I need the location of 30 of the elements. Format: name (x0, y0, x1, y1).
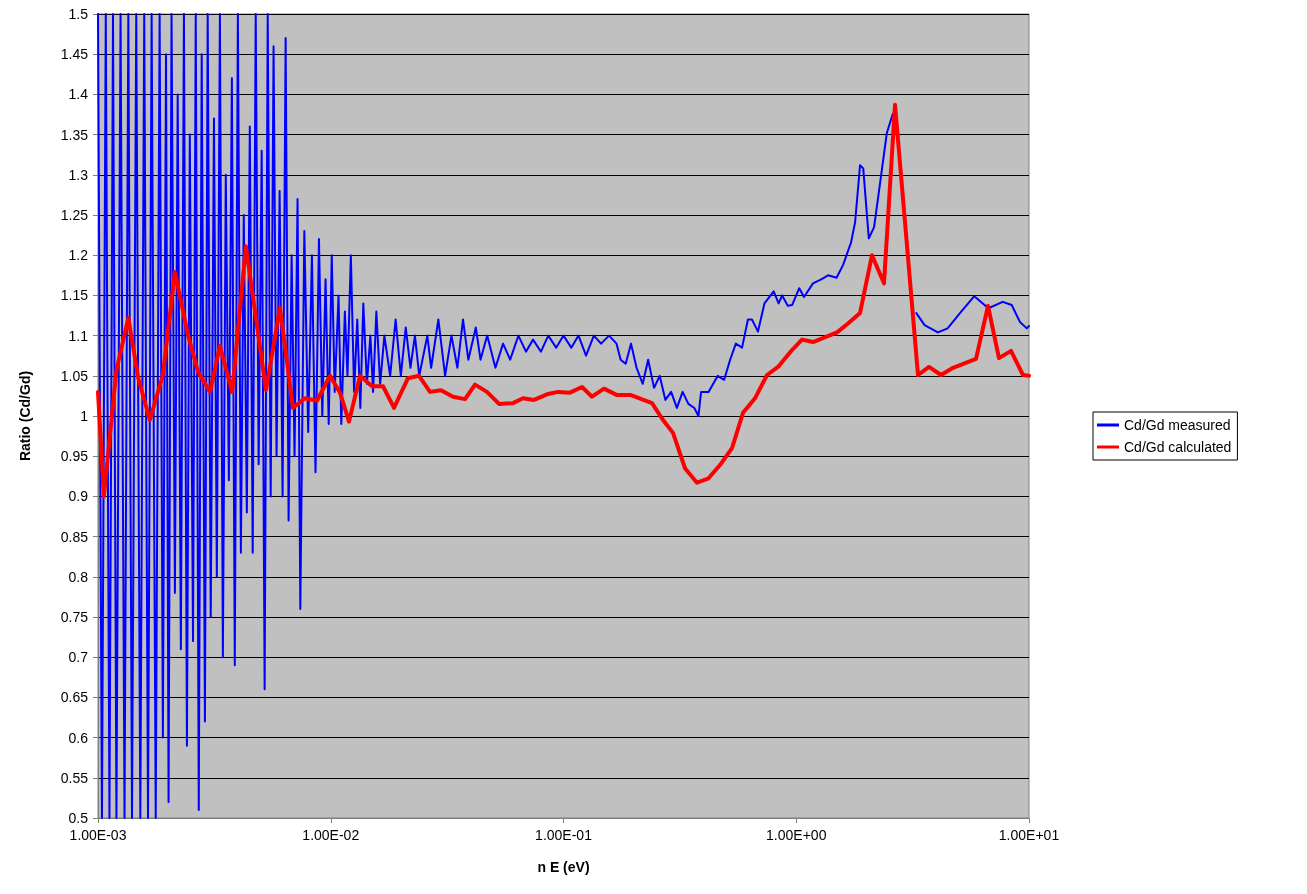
legend-label: Cd/Gd calculated (1124, 439, 1232, 455)
x-tick-label: 1.00E-02 (302, 827, 360, 843)
y-tick-label: 1.2 (68, 247, 89, 264)
y-tick-label: 1.4 (68, 86, 89, 103)
y-tick-label: 0.6 (68, 729, 89, 746)
y-tick-label: 1.3 (68, 166, 89, 183)
x-tick-label: 1.00E-03 (69, 827, 127, 843)
y-tick-label: 1.35 (60, 126, 89, 143)
y-tick-label: 0.5 (68, 810, 89, 826)
y-tick-label: 0.65 (60, 689, 89, 706)
y-tick-label: 1.45 (60, 46, 89, 63)
y-tick-label: 0.75 (60, 609, 89, 625)
x-axis-title: n E (eV) (537, 859, 590, 875)
legend-label: Cd/Gd measured (1124, 417, 1231, 433)
y-tick-label: 1.15 (60, 287, 89, 304)
y-axis-title: Ratio (Cd/Gd) (17, 370, 33, 462)
y-tick-label: 0.7 (68, 649, 89, 666)
y-tick-label: 1.05 (60, 367, 89, 384)
x-tick-label: 1.00E+00 (766, 827, 827, 843)
x-tick-label: 1.00E+01 (998, 827, 1060, 843)
y-tick-label: 0.8 (68, 568, 89, 585)
x-tick-label: 1.00E-01 (535, 827, 593, 843)
y-tick-label: 0.55 (60, 769, 89, 786)
y-tick-label: 1.5 (68, 6, 89, 22)
y-tick-label: 1.1 (68, 327, 89, 344)
y-tick-label: 1.25 (60, 207, 89, 223)
y-tick-label: 0.85 (60, 528, 89, 545)
y-tick-label: 0.9 (68, 488, 89, 505)
y-tick-label: 1 (80, 408, 89, 424)
y-tick-label: 0.95 (60, 448, 89, 465)
